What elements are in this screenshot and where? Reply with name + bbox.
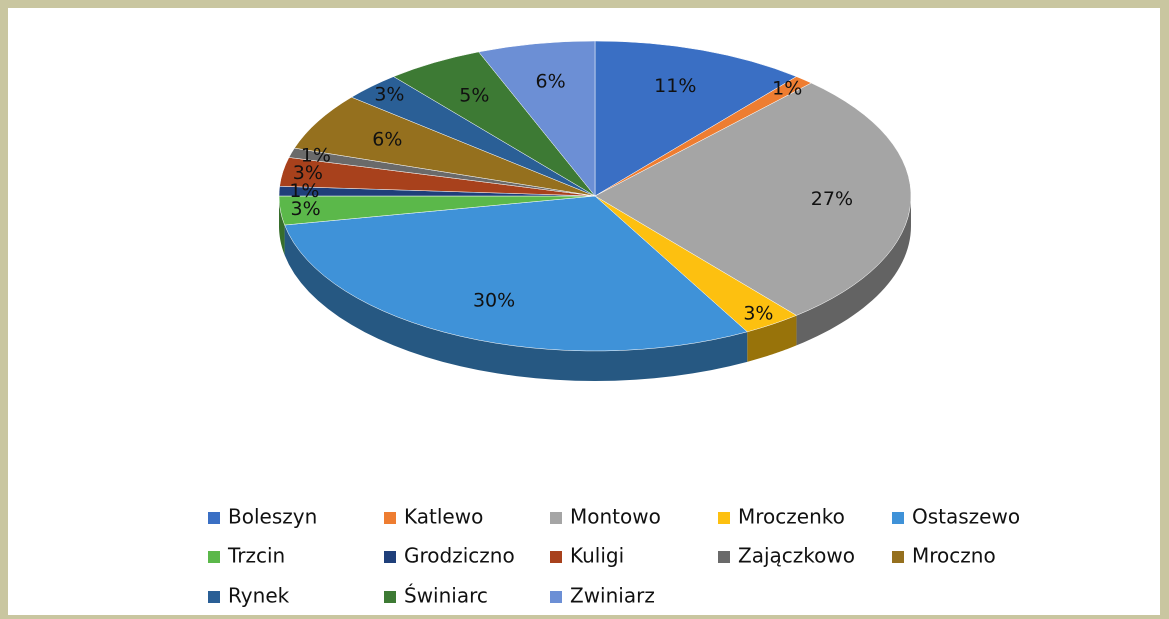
legend-label: Grodziczno bbox=[404, 544, 515, 568]
slice bbox=[594, 82, 912, 316]
slice-side bbox=[747, 315, 797, 362]
data-label: 1% bbox=[289, 180, 319, 202]
legend-swatch bbox=[718, 551, 730, 563]
legend-swatch bbox=[892, 512, 904, 524]
legend-label: Trzcin bbox=[227, 544, 285, 568]
data-label: 30% bbox=[473, 290, 515, 312]
slice bbox=[294, 96, 596, 197]
legend-swatch bbox=[208, 591, 220, 603]
legend-swatch bbox=[550, 551, 562, 563]
data-label: 6% bbox=[372, 128, 402, 150]
legend-swatch bbox=[384, 551, 396, 563]
data-label: 3% bbox=[743, 302, 773, 324]
data-label: 3% bbox=[290, 198, 320, 220]
legend-swatch bbox=[384, 591, 396, 603]
legend-label: Ostaszewo bbox=[912, 505, 1020, 529]
legend-label: Rynek bbox=[228, 584, 290, 608]
legend-label: Kuligi bbox=[570, 544, 624, 568]
slice-side bbox=[796, 196, 911, 346]
data-label: 27% bbox=[811, 188, 853, 210]
legend-label: Zajączkowo bbox=[738, 544, 855, 568]
slice bbox=[284, 195, 748, 352]
legend-label: Mroczno bbox=[912, 544, 996, 568]
data-label: 3% bbox=[293, 162, 323, 184]
legend-label: Zwiniarz bbox=[570, 584, 655, 608]
legend-swatch bbox=[208, 512, 220, 524]
data-label: 5% bbox=[459, 84, 489, 106]
legend-swatch bbox=[892, 551, 904, 563]
legend-label: Świniarc bbox=[404, 584, 488, 608]
slice-side bbox=[284, 225, 748, 381]
legend-swatch bbox=[718, 512, 730, 524]
legend-swatch bbox=[550, 591, 562, 603]
data-label: 3% bbox=[374, 84, 404, 106]
legend-swatch bbox=[384, 512, 396, 524]
data-label: 1% bbox=[301, 145, 331, 167]
legend-label: Boleszyn bbox=[228, 505, 317, 529]
legend-swatch bbox=[550, 512, 562, 524]
legend-label: Montowo bbox=[570, 505, 661, 529]
legend-label: Katlewo bbox=[404, 505, 483, 529]
legend-swatch bbox=[208, 551, 220, 563]
legend-label: Mroczenko bbox=[738, 505, 845, 529]
data-label: 6% bbox=[536, 70, 566, 92]
data-label: 11% bbox=[654, 75, 696, 97]
slice bbox=[594, 40, 797, 197]
slice bbox=[478, 40, 596, 197]
data-label: 1% bbox=[772, 78, 802, 100]
